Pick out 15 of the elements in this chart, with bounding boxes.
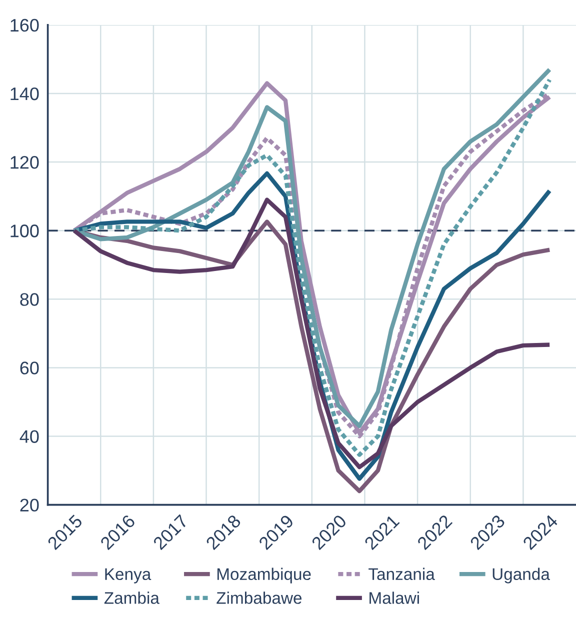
legend-label: Uganda [492, 568, 550, 584]
legend-label: Tanzania [368, 568, 435, 580]
y-tick-label: 60 [20, 362, 39, 374]
legend-label: Kenya [105, 568, 152, 584]
y-tick-label: 20 [20, 498, 39, 512]
legend-label: Mozambique [217, 568, 311, 584]
legend-label: Zambia [104, 592, 160, 604]
y-tick-label: 80 [20, 293, 39, 306]
legend-label: Malawi [370, 592, 419, 604]
legend-label: Zimbabawe [216, 592, 302, 604]
y-tick-label: 40 [20, 430, 39, 443]
y-tick-label: 160 [10, 18, 39, 32]
y-tick-label: 100 [10, 224, 39, 238]
y-tick-label: 140 [10, 87, 39, 100]
y-tick-label: 120 [10, 156, 39, 169]
